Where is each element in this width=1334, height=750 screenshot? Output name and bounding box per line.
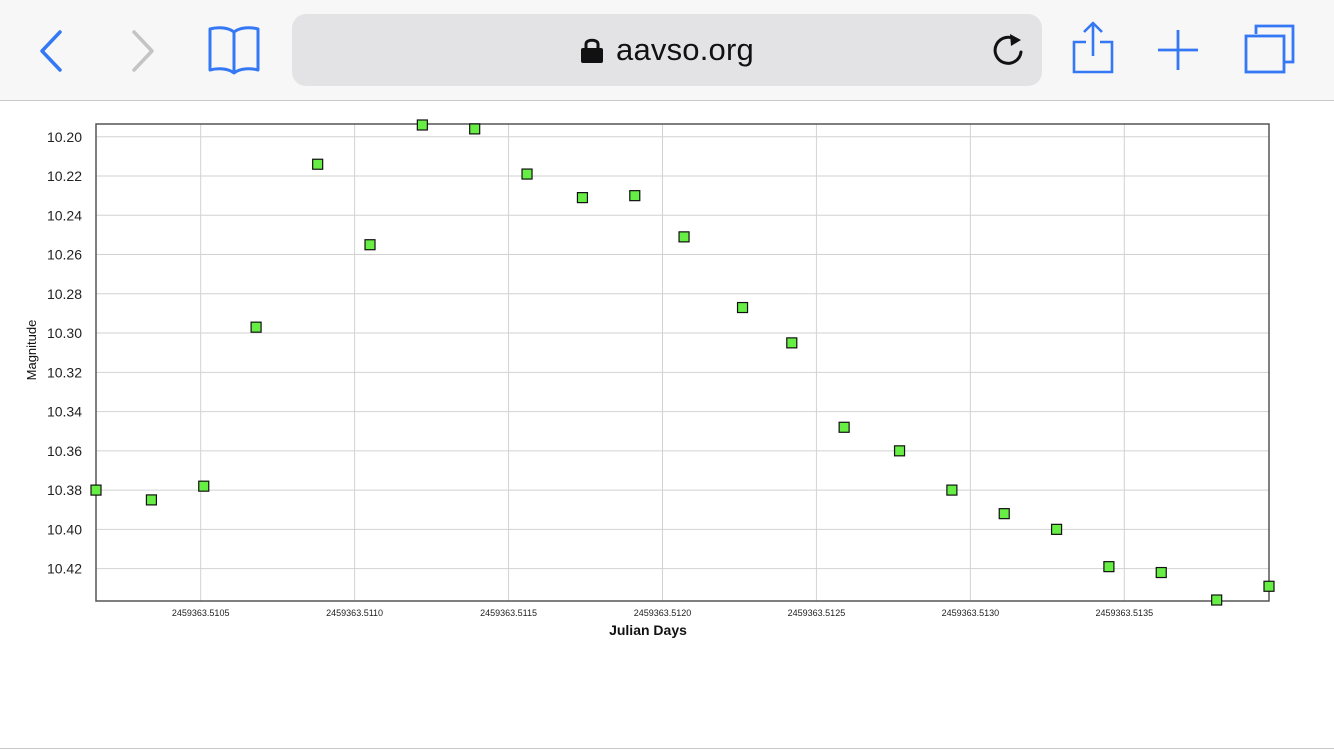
x-tick-label: 2459363.5135 [1096,608,1154,618]
x-tick-label: 2459363.5120 [634,608,692,618]
x-tick-label: 2459363.5125 [788,608,846,618]
data-point [1050,523,1063,535]
x-tick-labels: 2459363.5105 2459363.5110 2459363.5115 2459… [172,608,1153,618]
reload-button[interactable] [990,32,1026,73]
data-point [1263,580,1275,592]
y-axis-label: Magnitude [24,320,39,381]
y-tick-labels: 10.20 10.22 10.24 10.26 10.28 10.30 10.32 10.34… [47,129,82,577]
data-point [1155,566,1167,579]
y-tick-label: 10.32 [47,364,82,380]
data-point [364,239,376,251]
tabs-button[interactable] [1244,24,1296,76]
back-button[interactable] [34,28,70,74]
data-point [145,494,158,506]
chart-grid [96,124,1269,601]
share-button[interactable] [1072,20,1114,74]
plus-icon [1158,30,1198,70]
y-tick-label: 10.40 [47,521,82,537]
y-tick-label: 10.34 [47,404,82,420]
y-tick-label: 10.28 [47,286,82,302]
forward-button[interactable] [124,28,160,74]
tabs-icon [1244,24,1295,74]
book-icon [208,26,260,75]
new-tab-button[interactable] [1156,28,1200,72]
data-point [312,158,324,170]
y-tick-label: 10.22 [47,168,82,184]
chart-marks [90,119,1275,606]
data-point [786,337,798,349]
browser-toolbar: aavso.org [0,0,1334,101]
data-point [250,321,262,333]
y-tick-label: 10.30 [47,325,82,341]
light-curve-chart: 10.20 10.22 10.24 10.26 10.28 10.30 10.32 10.34… [24,119,1275,638]
data-point [893,445,906,457]
data-point [946,484,958,496]
x-tick-label: 2459363.5115 [480,608,537,618]
data-point [838,421,850,433]
plot-frame [95,123,1270,602]
data-point [416,119,428,131]
y-tick-label: 10.42 [47,561,82,577]
y-tick-label: 10.38 [47,482,82,498]
data-point [198,480,210,492]
bookmarks-button[interactable] [206,24,262,76]
x-tick-label: 2459363.5130 [942,608,1000,618]
data-point [678,231,690,243]
y-tick-label: 10.36 [47,443,82,459]
data-point [1211,594,1223,606]
x-axis-label: Julian Days [609,622,687,638]
reload-icon [993,34,1023,65]
lock-icon [581,38,604,63]
data-point [1103,561,1115,573]
data-point [469,123,481,135]
data-point [90,484,102,496]
x-tick-label: 2459363.5105 [172,608,230,618]
data-point [998,508,1010,520]
share-icon [1072,21,1114,74]
data-point [521,168,533,180]
chevron-right-icon [132,30,154,72]
url-text: aavso.org [616,32,754,67]
address-bar[interactable]: aavso.org [292,14,1042,86]
data-point [736,301,749,314]
data-point [576,192,589,204]
y-tick-label: 10.26 [47,247,82,263]
x-tick-label: 2459363.5110 [326,608,383,618]
data-point [629,190,641,202]
y-tick-label: 10.20 [47,129,82,145]
chevron-left-icon [40,30,62,72]
page-bottom-divider [0,748,1334,749]
y-tick-label: 10.24 [47,207,82,223]
